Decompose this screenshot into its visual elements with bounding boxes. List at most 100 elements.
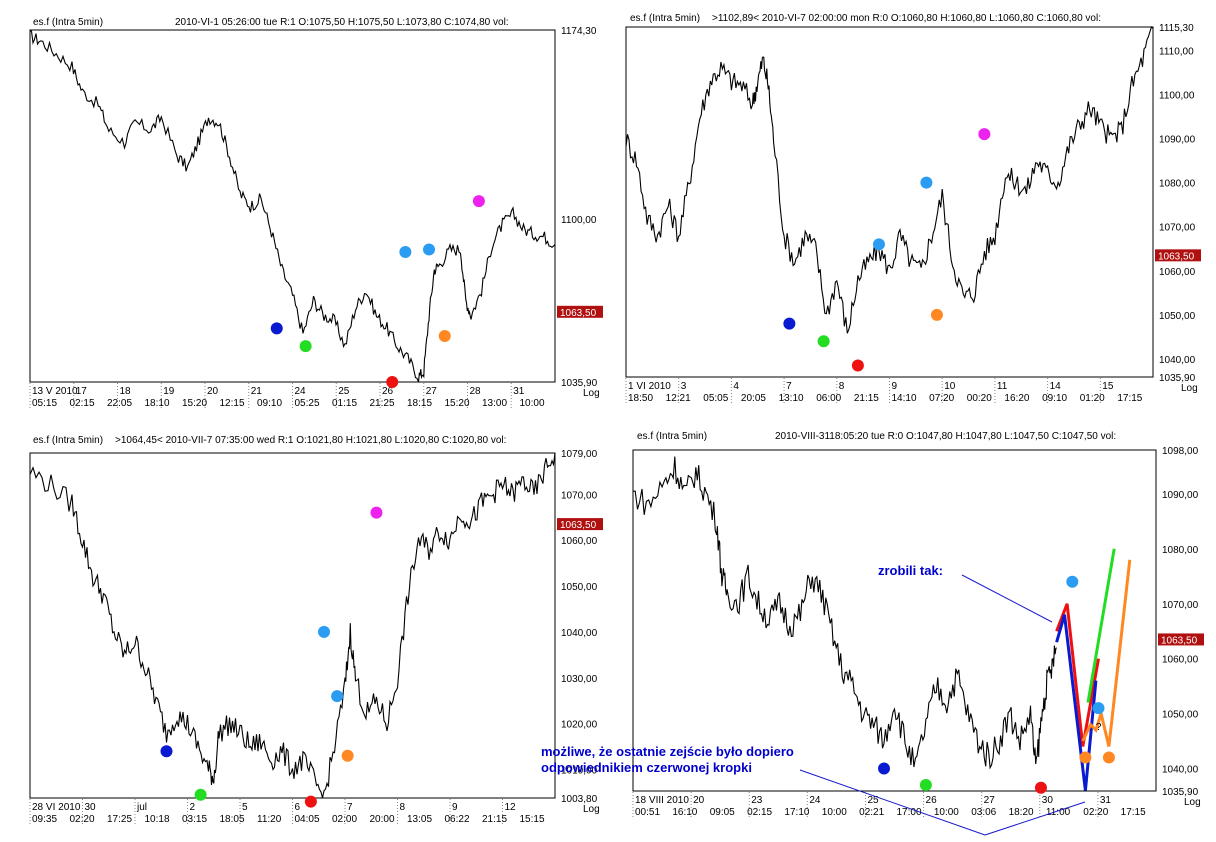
x-time-label: 09:10 <box>1042 393 1067 404</box>
x-time-label: 18:15 <box>407 398 432 409</box>
x-time-label: 10:18 <box>145 814 170 825</box>
price-marker-label: 1063,50 <box>1158 251 1195 262</box>
signal-dot-navy <box>878 762 891 775</box>
x-time-label: 21:15 <box>482 814 507 825</box>
x-date-label: 27 <box>984 795 996 806</box>
y-tick-label: 1090,00 <box>1162 490 1199 501</box>
signal-dot-sky <box>1066 575 1079 588</box>
bar-info: >1102,89< 2010-VI-7 02:00:00 mon R:0 O:1… <box>712 13 1101 24</box>
x-date-label: 1 VI 2010 <box>628 381 671 392</box>
x-date-label: 14 <box>1050 381 1062 392</box>
price-series-line <box>625 26 1154 334</box>
y-tick-label: 1070,00 <box>561 490 598 501</box>
x-date-label: 5 <box>242 802 248 813</box>
x-time-label: 02:15 <box>70 398 95 409</box>
y-tick-label: 1070,00 <box>1162 600 1199 611</box>
price-series-line <box>29 452 556 799</box>
x-date-label: 26 <box>926 795 938 806</box>
y-tick-label: 1110,00 <box>1159 46 1194 57</box>
x-time-label: 18:10 <box>145 398 170 409</box>
signal-dot-orange <box>438 329 451 342</box>
x-date-label: 6 <box>295 802 301 813</box>
signal-dot-sky <box>399 246 412 259</box>
x-date-label: 18 <box>120 386 132 397</box>
y-tick-label: 1010,00 <box>561 766 598 777</box>
chart-panel-3: es.f (Intra 5min) >1064,45< 2010-VII-7 0… <box>0 421 608 842</box>
symbol-label: es.f (Intra 5min) <box>630 13 701 24</box>
signal-dot-magenta <box>472 195 485 208</box>
y-tick-label: 1050,00 <box>561 582 598 593</box>
x-date-label: 15 <box>1102 381 1114 392</box>
projection-line-orange <box>1081 559 1132 747</box>
x-time-label: 17:00 <box>897 807 922 818</box>
x-time-label: 15:20 <box>182 398 207 409</box>
x-time-label: 04:05 <box>295 814 320 825</box>
symbol-label: es.f (Intra 5min) <box>33 435 104 446</box>
x-date-label: 28 <box>470 386 482 397</box>
x-time-label: 13:00 <box>482 398 507 409</box>
x-time-label: 00:51 <box>635 807 660 818</box>
x-date-label: 11 <box>997 381 1008 392</box>
x-time-label: 16:20 <box>1004 393 1029 404</box>
y-tick-label: 1079,00 <box>561 449 598 460</box>
x-date-label: 20 <box>693 795 705 806</box>
signal-dot-navy <box>783 317 796 330</box>
x-time-label: 17:10 <box>784 807 809 818</box>
x-time-label: 15:15 <box>520 814 545 825</box>
x-time-label: 06:22 <box>445 814 470 825</box>
x-time-label: 12:21 <box>666 393 691 404</box>
signal-dot-orange <box>1102 751 1115 764</box>
x-date-label: 9 <box>892 381 898 392</box>
plot-frame <box>625 26 1154 378</box>
y-tick-label: 1080,00 <box>1159 179 1196 190</box>
x-time-label: 02:20 <box>1083 807 1108 818</box>
log-scale-label: Log <box>583 388 600 399</box>
y-tick-label: 1060,00 <box>561 536 598 547</box>
price-series-line <box>632 456 1058 770</box>
price-chart-4[interactable]: 1098,00 1090,00 1080,00 1070,00 1060,00 1050,… <box>608 421 1216 842</box>
x-date-label: 10 <box>944 381 956 392</box>
y-tick-label: 1035,90 <box>561 378 598 389</box>
x-time-label: 05:25 <box>295 398 320 409</box>
signal-dot-red <box>304 795 317 808</box>
y-tick-label: 1040,00 <box>1162 764 1199 775</box>
y-tick-label: 1070,00 <box>1159 223 1196 234</box>
x-time-label: 12:15 <box>220 398 245 409</box>
x-time-label: 01:15 <box>332 398 357 409</box>
price-chart-3[interactable]: 1079,00 1070,00 1060,00 1050,00 1040,00 1030,… <box>0 421 608 842</box>
x-time-label: 20:05 <box>741 393 766 404</box>
log-scale-label: Log <box>1181 383 1198 394</box>
x-time-label: 14:10 <box>892 393 917 404</box>
y-tick-label: 1090,00 <box>1159 135 1196 146</box>
x-time-label: 21:15 <box>854 393 879 404</box>
x-time-label: 09:35 <box>32 814 57 825</box>
signal-dot-green <box>919 778 932 791</box>
x-time-label: 10:00 <box>934 807 959 818</box>
x-time-label: 11:00 <box>1046 807 1071 818</box>
x-time-label: 17:25 <box>107 814 132 825</box>
signal-dot-navy <box>160 745 173 758</box>
x-time-label: 18:50 <box>628 393 653 404</box>
price-chart-2[interactable]: 1115,30 1110,00 1100,00 1090,00 1080,00 1070,… <box>608 0 1216 421</box>
price-marker-bg <box>1155 249 1201 262</box>
signal-dot-sky <box>423 243 435 256</box>
signal-dot-red <box>851 359 864 372</box>
signal-dot-green <box>194 788 207 801</box>
x-time-label: 21:25 <box>370 398 395 409</box>
y-tick-label: 1040,00 <box>1159 355 1196 366</box>
y-tick-label: 1100,00 <box>561 215 597 226</box>
y-tick-label: 1115,30 <box>1159 23 1194 34</box>
plot-frame <box>632 449 1157 792</box>
x-time-label: 02:20 <box>70 814 95 825</box>
x-time-label: 18:05 <box>220 814 245 825</box>
x-date-label: 25 <box>867 795 879 806</box>
x-date-label: 21 <box>251 386 263 397</box>
x-time-label: 17:15 <box>1117 393 1142 404</box>
x-time-label: 09:10 <box>257 398 282 409</box>
price-marker-label: 1063,50 <box>1161 635 1198 646</box>
x-time-label: 22:05 <box>107 398 132 409</box>
y-tick-label: 1003,80 <box>561 794 598 805</box>
x-date-label: 25 <box>338 386 350 397</box>
x-date-label: 7 <box>786 381 792 392</box>
